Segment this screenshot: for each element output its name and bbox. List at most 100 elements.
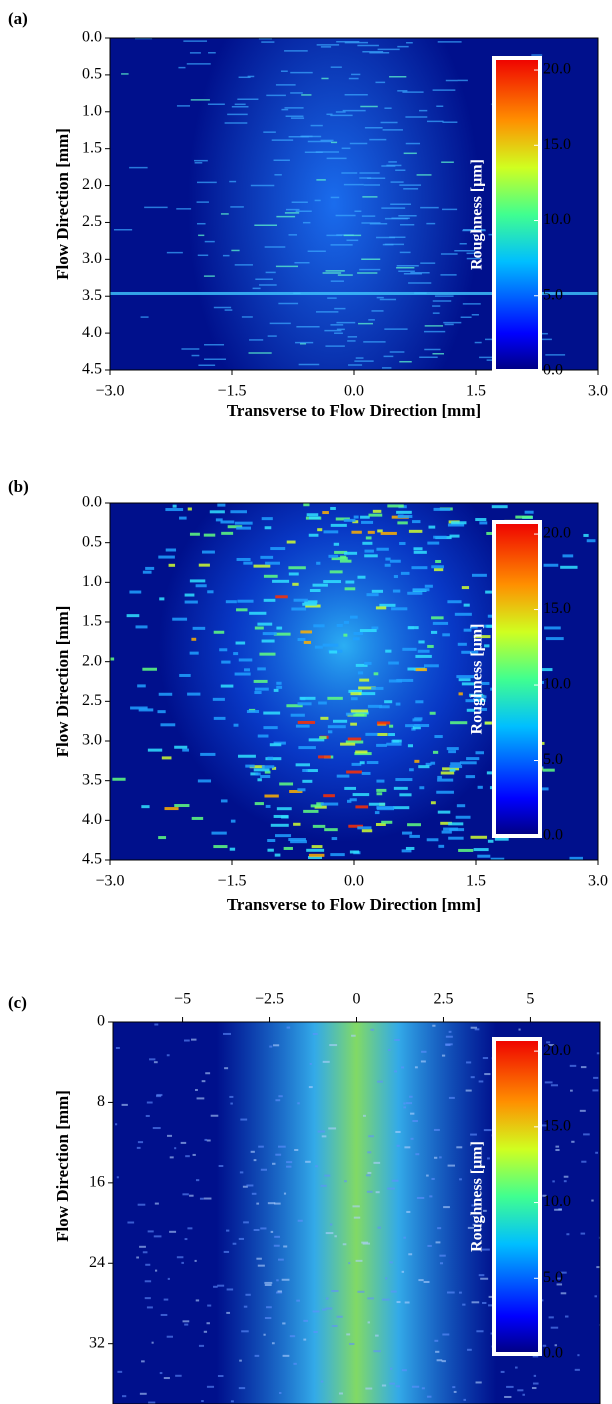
heatmap-blob xyxy=(430,801,436,805)
heatmap-blob xyxy=(213,845,228,849)
heatmap-blob xyxy=(220,799,228,803)
heatmap-speck xyxy=(555,1149,560,1152)
heatmap-blob xyxy=(215,518,223,522)
heatmap-blob xyxy=(365,732,378,736)
heatmap-blob xyxy=(304,600,318,604)
heatmap-blob xyxy=(355,663,368,667)
heatmap-blob xyxy=(418,765,430,769)
heatmap-speck xyxy=(368,1135,374,1138)
colorbar-tick-label: 20.0 xyxy=(543,61,571,78)
heatmap-speck xyxy=(418,1279,424,1282)
heatmap-blob xyxy=(189,579,206,583)
heatmap-speck xyxy=(286,1161,293,1164)
heatmap-blob xyxy=(490,857,505,860)
heatmap-blob xyxy=(257,734,269,738)
y-tick-label: 0 xyxy=(97,1013,105,1030)
heatmap-speck xyxy=(204,1138,208,1141)
heatmap-speck xyxy=(447,1164,456,1167)
heatmap-blob xyxy=(230,510,247,514)
heatmap-blob xyxy=(457,642,467,646)
heatmap-speck xyxy=(142,1251,148,1254)
heatmap-speck xyxy=(159,1372,163,1375)
heatmap-speck xyxy=(481,1219,485,1222)
heatmap-blob xyxy=(198,563,210,567)
heatmap-blob xyxy=(263,711,281,715)
heatmap-speck xyxy=(127,1221,135,1224)
heatmap-speck xyxy=(136,1146,141,1149)
heatmap-blob xyxy=(302,602,317,606)
heatmap-blob xyxy=(465,699,475,703)
heatmap-blob xyxy=(344,786,357,790)
heatmap-speck xyxy=(500,1370,505,1373)
heatmap-speck xyxy=(296,1299,301,1302)
heatmap-blob xyxy=(376,788,387,792)
heatmap-speck xyxy=(370,1028,375,1031)
heatmap-blob xyxy=(264,526,272,530)
heatmap-band xyxy=(110,291,598,295)
heatmap-speck xyxy=(217,1375,224,1378)
heatmap-blob xyxy=(191,637,197,641)
heatmap-blob xyxy=(524,510,534,514)
heatmap-blob xyxy=(448,836,464,840)
heatmap-blob xyxy=(471,573,487,577)
heatmap-speck xyxy=(478,1274,485,1277)
y-axis-label: Flow Direction [mm] xyxy=(53,128,72,280)
y-tick-label: 0.5 xyxy=(82,66,102,83)
heatmap-speck xyxy=(201,1080,206,1083)
heatmap-speck xyxy=(122,1395,127,1398)
heatmap-speck xyxy=(488,1304,495,1307)
heatmap-speck xyxy=(531,1387,537,1390)
heatmap-speck xyxy=(514,1366,518,1369)
heatmap-blob xyxy=(234,521,253,525)
heatmap-blob xyxy=(300,630,313,634)
heatmap-speck xyxy=(185,1155,190,1158)
heatmap-speck xyxy=(463,1398,466,1401)
heatmap-speck xyxy=(206,1385,215,1388)
y-tick-label: 16 xyxy=(89,1174,105,1191)
heatmap-blob xyxy=(217,503,226,507)
x-tick-label: −3.0 xyxy=(95,873,124,890)
heatmap-speck xyxy=(203,1330,208,1333)
heatmap-blob xyxy=(542,768,555,772)
heatmap-speck xyxy=(445,1043,453,1046)
heatmap-speck xyxy=(352,1205,360,1208)
heatmap-speck xyxy=(522,1393,525,1396)
heatmap-blob xyxy=(187,692,201,696)
heatmap-speck xyxy=(442,1333,450,1336)
heatmap-speck xyxy=(144,1297,151,1300)
colorbar-tick-label: 20.0 xyxy=(543,525,571,542)
heatmap-speck xyxy=(191,1038,197,1041)
heatmap-speck xyxy=(448,1030,452,1033)
heatmap-blob xyxy=(212,697,225,701)
heatmap-blob xyxy=(295,763,311,767)
heatmap-blob xyxy=(397,514,413,518)
heatmap-blob xyxy=(203,533,216,537)
heatmap-blob xyxy=(477,785,483,789)
heatmap-blob xyxy=(129,590,142,594)
heatmap-blob xyxy=(395,702,401,706)
heatmap-speck xyxy=(351,1034,356,1037)
heatmap-speck xyxy=(555,1145,560,1148)
heatmap-speck xyxy=(180,1141,187,1144)
colorbar-tick-label: 10.0 xyxy=(543,211,571,228)
heatmap-speck xyxy=(403,1106,406,1109)
heatmap-speck xyxy=(394,1070,398,1073)
heatmap-speck xyxy=(294,1148,299,1151)
heatmap-speck xyxy=(251,1192,257,1195)
heatmap-speck xyxy=(189,1194,194,1197)
y-tick-label: 24 xyxy=(89,1254,105,1271)
heatmap-blob xyxy=(322,511,329,515)
heatmap-blob xyxy=(102,708,107,711)
heatmap-blob xyxy=(454,612,472,616)
heatmap-speck xyxy=(441,1054,446,1057)
heatmap-speck xyxy=(210,1114,219,1117)
heatmap-blob xyxy=(415,700,424,704)
heatmap-blob xyxy=(436,790,454,794)
heatmap-blob xyxy=(291,607,307,611)
heatmap-blob xyxy=(392,739,402,743)
heatmap-blob xyxy=(448,822,464,826)
heatmap-speck xyxy=(253,1228,260,1231)
heatmap-blob xyxy=(350,722,357,726)
heatmap-speck xyxy=(548,1316,554,1319)
heatmap-speck xyxy=(320,1184,327,1187)
